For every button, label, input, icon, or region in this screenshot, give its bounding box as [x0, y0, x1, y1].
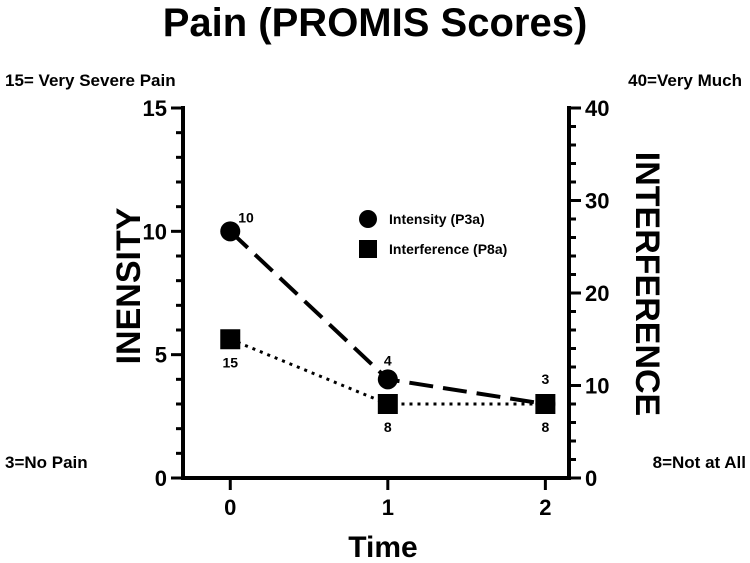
data-label: 10	[238, 209, 254, 225]
y-axis-left-label: INENSITY	[110, 207, 148, 364]
left-tick-label: 0	[155, 466, 167, 491]
data-label: 8	[384, 419, 392, 435]
legend-marker-circle	[359, 210, 377, 228]
right-tick-label: 40	[585, 96, 609, 121]
x-axis-ticks: 0 1 2	[224, 478, 551, 520]
data-label: 15	[222, 354, 238, 370]
legend-marker-square	[359, 240, 377, 258]
y-axis-right-label: INTERFERENCE	[628, 152, 666, 416]
data-label: 3	[541, 371, 549, 387]
series-2: 158 8	[220, 329, 556, 435]
corner-label-bottom-right: 8=Not at All	[653, 453, 746, 472]
corner-label-top-right: 40=Very Much	[628, 71, 742, 90]
data-point	[220, 221, 241, 242]
legend-label: Intensity (P3a)	[389, 211, 485, 227]
data-point	[535, 394, 556, 414]
corner-label-top-left: 15= Very Severe Pain	[5, 71, 176, 90]
right-tick-label: 30	[585, 189, 609, 214]
data-label: 4	[384, 352, 392, 368]
x-tick-label: 1	[382, 495, 394, 520]
left-tick-label: 15	[143, 96, 167, 121]
left-axis-ticks: 0 5 10 15	[143, 96, 183, 491]
corner-label-bottom-left: 3=No Pain	[5, 453, 88, 472]
data-label: 8	[541, 419, 549, 435]
chart-title: Pain (PROMIS Scores)	[163, 1, 588, 45]
x-tick-label: 0	[224, 495, 236, 520]
right-tick-label: 0	[585, 466, 597, 491]
right-axis-ticks: 0 10 20 30 40	[569, 96, 609, 491]
left-tick-label: 5	[155, 343, 167, 368]
x-axis-label: Time	[348, 531, 417, 563]
right-tick-label: 10	[585, 374, 609, 399]
legend-label: Interference (P8a)	[389, 241, 507, 257]
x-tick-label: 2	[539, 495, 551, 520]
left-tick-label: 10	[143, 219, 167, 244]
data-point	[220, 329, 241, 350]
data-point	[377, 369, 398, 390]
right-tick-label: 20	[585, 281, 609, 306]
data-point	[377, 394, 398, 414]
legend: Intensity (P3a) Interference (P8a)	[359, 210, 507, 258]
